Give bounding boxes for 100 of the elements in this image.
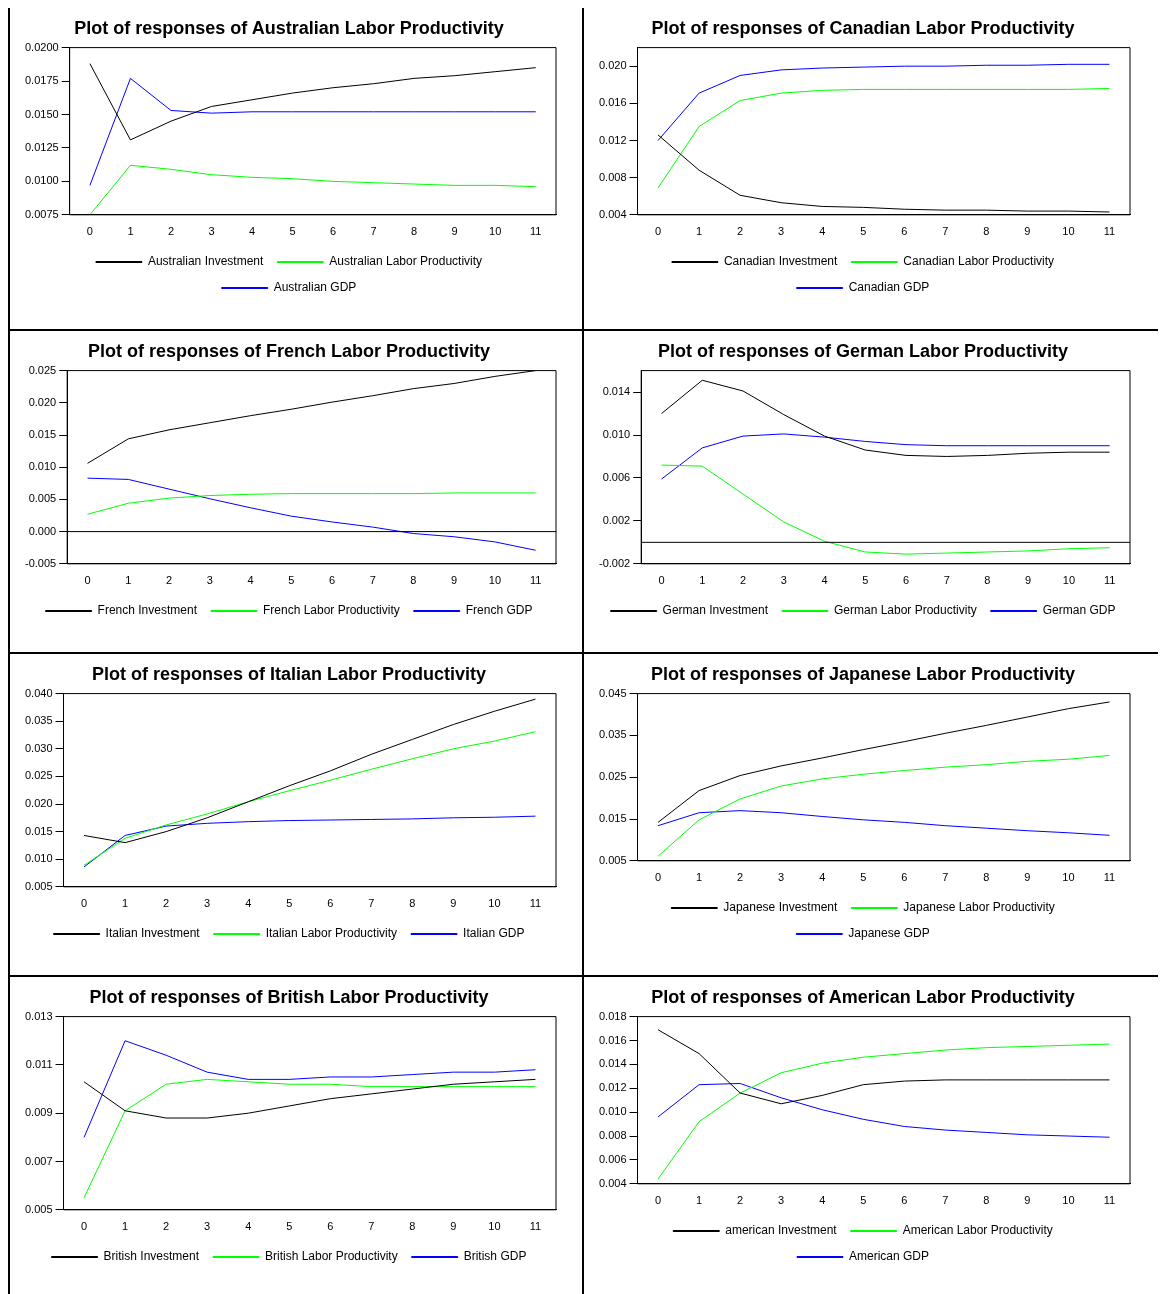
x-tick-label: 3 bbox=[206, 574, 213, 587]
legend-label: French Investment bbox=[97, 603, 198, 618]
x-tick-label: 0 bbox=[80, 1220, 88, 1233]
chart-title: Plot of responses of French Labor Productivity bbox=[87, 340, 491, 361]
y-tick-label: 0.012 bbox=[599, 133, 627, 146]
y-tick-label: 0.020 bbox=[25, 797, 53, 810]
x-tick-label: 5 bbox=[862, 574, 869, 587]
x-tick-label: 10 bbox=[489, 225, 502, 238]
x-tick-label: 1 bbox=[125, 574, 132, 587]
y-tick-label: 0.010 bbox=[25, 852, 53, 865]
y-tick-label: 0.005 bbox=[599, 853, 627, 866]
y-tick-label: 0.030 bbox=[25, 741, 53, 754]
y-tick-label: 0.004 bbox=[599, 207, 627, 220]
chart-title: Plot of responses of Japanese Labor Productivity bbox=[650, 663, 1076, 684]
legend-label: German Labor Productivity bbox=[833, 603, 977, 618]
legend-label: American Labor Productivity bbox=[902, 1223, 1053, 1238]
x-tick-label: 9 bbox=[451, 225, 458, 238]
x-tick-label: 10 bbox=[488, 1220, 501, 1233]
y-tick-label: 0.015 bbox=[28, 428, 57, 441]
x-tick-label: 4 bbox=[819, 871, 826, 884]
y-tick-label: 0.005 bbox=[28, 492, 57, 505]
y-tick-label: 0.0175 bbox=[24, 74, 59, 87]
y-tick-label: 0.010 bbox=[599, 1105, 627, 1118]
x-tick-label: 3 bbox=[780, 574, 787, 587]
x-tick-label: 2 bbox=[163, 897, 170, 910]
x-tick-label: 9 bbox=[1024, 225, 1031, 238]
y-tick-label: 0.010 bbox=[28, 460, 57, 473]
x-tick-label: 1 bbox=[696, 871, 703, 884]
legend-label: Italian Labor Productivity bbox=[265, 926, 398, 941]
x-tick-label: 7 bbox=[942, 1194, 949, 1207]
x-tick-label: 4 bbox=[247, 574, 254, 587]
y-tick-label: 0.000 bbox=[28, 524, 57, 537]
x-tick-label: 11 bbox=[1103, 574, 1116, 587]
x-tick-label: 3 bbox=[778, 1194, 785, 1207]
chart-title: Plot of responses of Italian Labor Productivity bbox=[91, 663, 487, 684]
x-tick-label: 10 bbox=[488, 574, 502, 587]
x-tick-label: 9 bbox=[1024, 1194, 1031, 1207]
x-tick-label: 9 bbox=[1024, 871, 1031, 884]
x-tick-label: 8 bbox=[983, 871, 990, 884]
y-tick-label: 0.005 bbox=[25, 879, 53, 892]
x-tick-label: 10 bbox=[1062, 225, 1075, 238]
chart-title: Plot of responses of Canadian Labor Productivity bbox=[651, 17, 1075, 38]
y-tick-label: 0.014 bbox=[599, 1057, 627, 1070]
legend-label: Australian Labor Productivity bbox=[329, 254, 483, 269]
x-tick-label: 11 bbox=[529, 897, 542, 910]
x-tick-label: 6 bbox=[327, 1220, 334, 1233]
legend-label: Australian Investment bbox=[147, 254, 264, 269]
x-tick-label: 8 bbox=[410, 574, 417, 587]
y-tick-label: 0.040 bbox=[25, 686, 53, 699]
x-tick-label: 6 bbox=[327, 897, 334, 910]
chart-title: Plot of responses of German Labor Productivity bbox=[657, 340, 1069, 361]
x-tick-label: 10 bbox=[1062, 574, 1076, 587]
legend-label: British Investment bbox=[103, 1249, 200, 1264]
y-tick-label: 0.025 bbox=[599, 770, 627, 783]
y-tick-label: 0.007 bbox=[25, 1154, 53, 1167]
x-tick-label: 5 bbox=[288, 574, 295, 587]
y-tick-label: 0.014 bbox=[602, 385, 631, 398]
x-tick-label: 4 bbox=[819, 1194, 826, 1207]
legend-label: French Labor Productivity bbox=[262, 603, 400, 618]
x-tick-label: 8 bbox=[983, 1194, 990, 1207]
x-tick-label: 1 bbox=[699, 574, 706, 587]
y-tick-label: 0.025 bbox=[25, 769, 53, 782]
y-tick-label: -0.005 bbox=[24, 556, 57, 569]
x-tick-label: 5 bbox=[289, 225, 296, 238]
y-tick-label: 0.008 bbox=[599, 170, 627, 183]
chart-title: Plot of responses of British Labor Productivity bbox=[89, 986, 489, 1007]
x-tick-label: 2 bbox=[737, 1194, 744, 1207]
y-tick-label: 0.013 bbox=[25, 1009, 53, 1022]
x-tick-label: 8 bbox=[409, 1220, 416, 1233]
x-tick-label: 1 bbox=[122, 1220, 129, 1233]
y-tick-label: 0.005 bbox=[25, 1202, 53, 1215]
legend-label: German Investment bbox=[662, 603, 769, 618]
y-tick-label: 0.025 bbox=[28, 363, 57, 376]
x-tick-label: 8 bbox=[983, 225, 990, 238]
x-tick-label: 4 bbox=[821, 574, 828, 587]
x-tick-label: 9 bbox=[451, 574, 458, 587]
x-tick-label: 9 bbox=[450, 897, 457, 910]
x-tick-label: 8 bbox=[984, 574, 991, 587]
y-tick-label: 0.045 bbox=[599, 686, 627, 699]
y-tick-label: 0.002 bbox=[602, 513, 631, 526]
y-tick-label: 0.011 bbox=[25, 1057, 53, 1070]
x-tick-label: 2 bbox=[737, 871, 744, 884]
x-tick-label: 6 bbox=[328, 574, 336, 587]
x-tick-label: 1 bbox=[696, 1194, 703, 1207]
x-tick-label: 5 bbox=[860, 871, 867, 884]
x-tick-label: 4 bbox=[819, 225, 826, 238]
y-tick-label: 0.035 bbox=[25, 714, 53, 727]
legend-label: Canadian Investment bbox=[723, 254, 838, 269]
x-tick-label: 4 bbox=[245, 897, 252, 910]
x-tick-label: 5 bbox=[286, 897, 293, 910]
x-tick-label: 10 bbox=[1062, 1194, 1075, 1207]
x-tick-label: 6 bbox=[901, 871, 908, 884]
x-tick-label: 10 bbox=[1062, 871, 1075, 884]
legend-label: British Labor Productivity bbox=[264, 1249, 398, 1264]
y-tick-label: 0.012 bbox=[599, 1081, 627, 1094]
x-tick-label: 11 bbox=[529, 574, 542, 587]
x-tick-label: 2 bbox=[167, 225, 175, 238]
legend-label: Italian GDP bbox=[463, 926, 525, 941]
x-tick-label: 0 bbox=[654, 225, 662, 238]
x-tick-label: 5 bbox=[860, 1194, 867, 1207]
